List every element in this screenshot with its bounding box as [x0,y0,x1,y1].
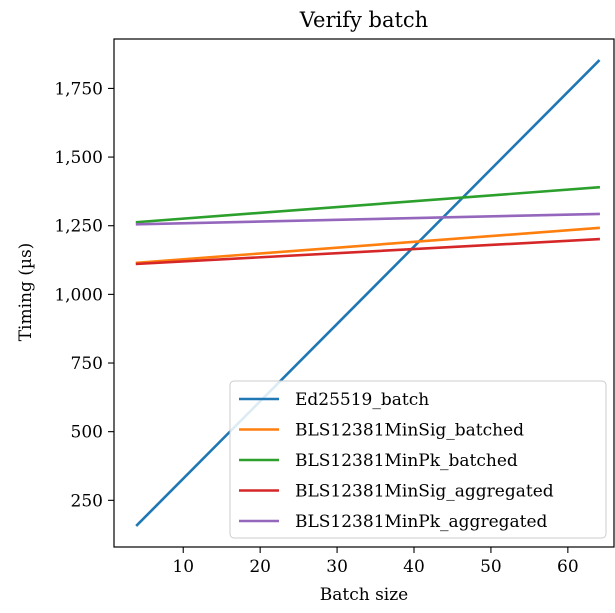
y-tick-label: 1,000 [54,285,103,305]
chart-title: Verify batch [299,8,428,32]
series-line-BLS12381MinPk_aggregated [137,214,599,224]
series-line-BLS12381MinPk_batched [137,187,599,222]
legend-entry-label: BLS12381MinPk_batched [295,451,518,471]
legend-entry-label: BLS12381MinSig_aggregated [295,482,554,502]
series-line-BLS12381MinSig_aggregated [137,239,599,264]
y-tick-label: 250 [71,491,103,511]
y-tick-label: 1,500 [54,148,103,168]
series-line-BLS12381MinSig_batched [137,228,599,263]
y-axis-label: Timing (µs) [16,243,36,342]
x-tick-label: 10 [172,557,194,577]
legend-entry-label: Ed25519_batch [295,390,429,410]
y-tick-label: 1,750 [54,79,103,99]
x-axis-label: Batch size [320,585,409,605]
x-tick-label: 30 [326,557,348,577]
y-tick-label: 1,250 [54,217,103,237]
x-tick-label: 20 [249,557,271,577]
legend-entry-label: BLS12381MinSig_batched [295,421,524,441]
x-tick-label: 50 [480,557,502,577]
y-tick-label: 500 [71,423,103,443]
x-tick-label: 40 [403,557,425,577]
x-tick-label: 60 [557,557,579,577]
y-tick-label: 750 [71,354,103,374]
legend: Ed25519_batch BLS12381MinSig_batched BLS12… [230,381,606,538]
legend-entry-label: BLS12381MinPk_aggregated [295,512,548,532]
